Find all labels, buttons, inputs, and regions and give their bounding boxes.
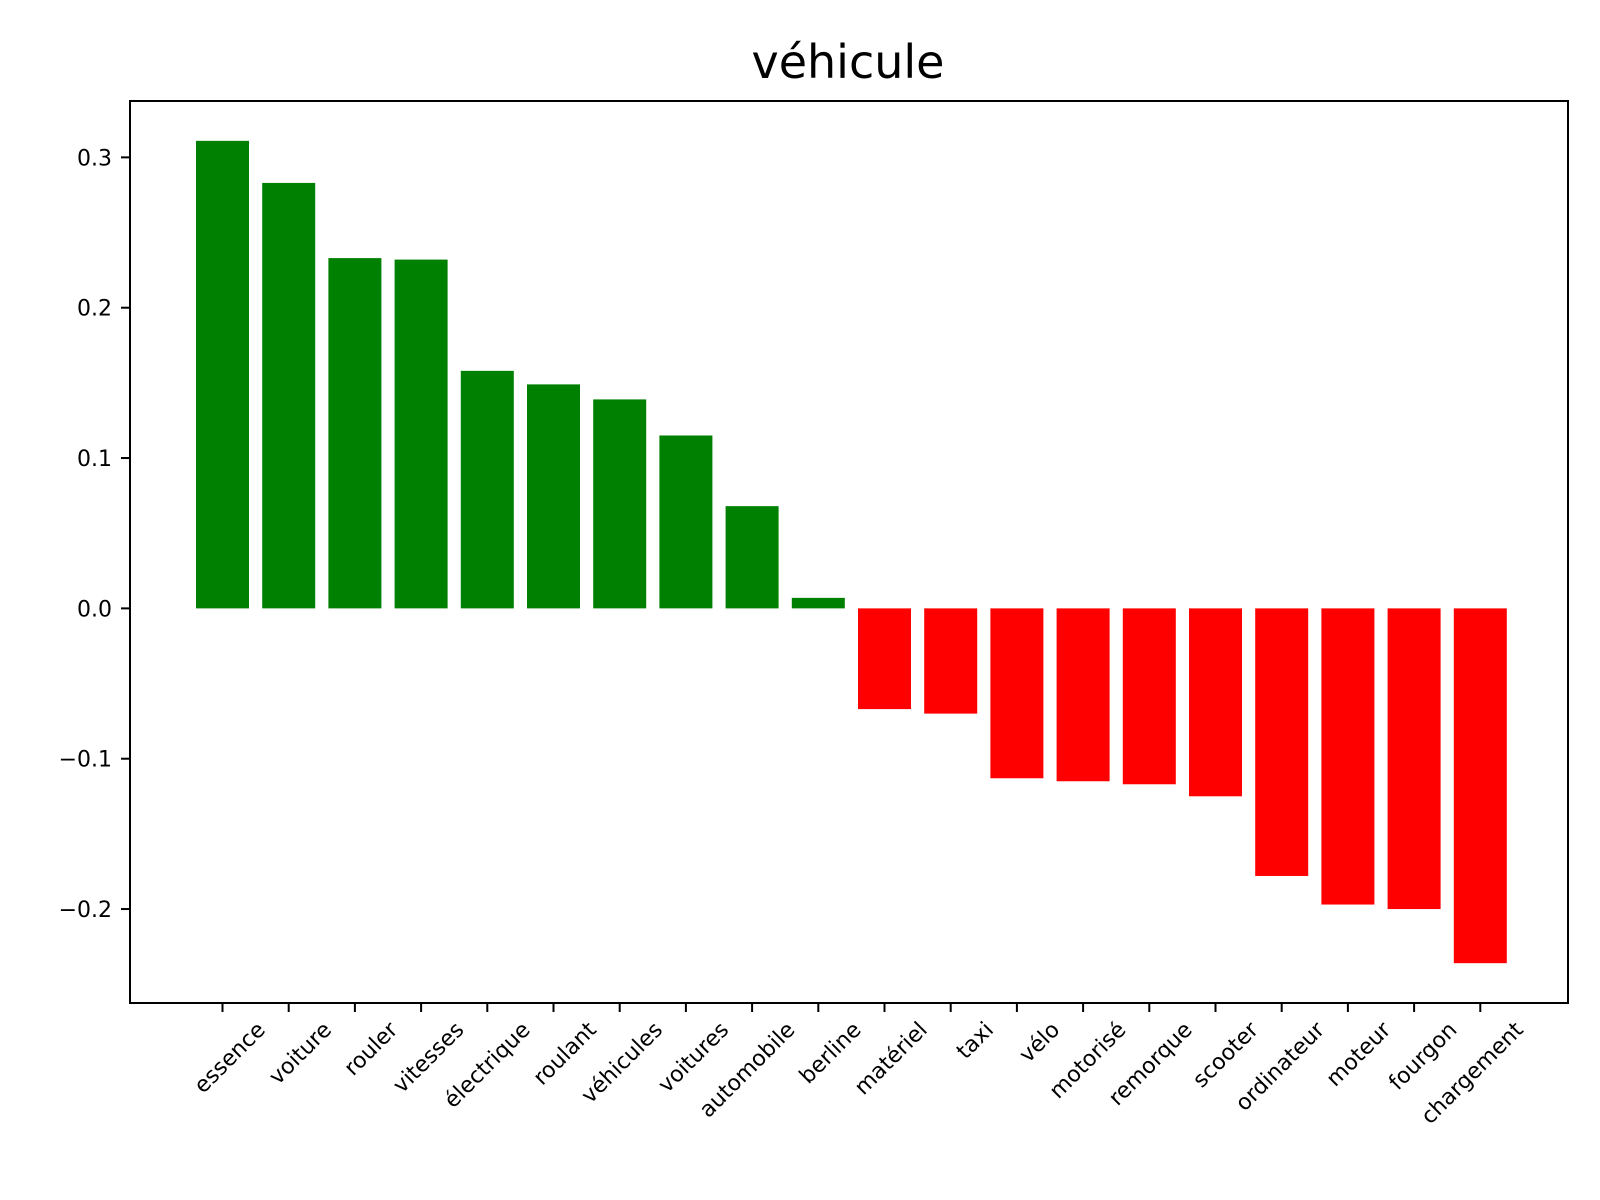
bar-remorque [1122, 608, 1176, 785]
bar-essence [196, 140, 249, 609]
bar-taxi [924, 608, 978, 714]
bar-matériel [858, 608, 911, 710]
bar-ordinateur [1255, 608, 1309, 876]
y-tick-label: −0.1 [59, 748, 112, 773]
bar-voitures [659, 435, 713, 609]
y-tick-label: −0.2 [59, 898, 112, 923]
bar-moteur [1321, 608, 1375, 905]
y-tick-label: 0.0 [77, 597, 112, 622]
bar-chargement [1453, 608, 1507, 964]
bar-scooter [1189, 608, 1242, 797]
bar-vélo [990, 608, 1044, 779]
bar-roulant [527, 384, 580, 609]
chart-title: véhicule [752, 35, 945, 89]
y-tick-label: 0.3 [77, 146, 112, 171]
bar-berline [791, 597, 845, 609]
x-tick-label: moteur [1322, 1017, 1397, 1092]
bars [196, 140, 1507, 964]
plot-frame [129, 100, 1569, 1004]
y-axis-ticks: −0.2 −0.1 0.0 0.1 0.2 0.3 [59, 146, 130, 923]
bar-électrique [460, 370, 514, 609]
x-tick-label: vélo [1015, 1018, 1065, 1068]
x-tick-label: voiture [265, 1018, 337, 1090]
y-tick-label: 0.1 [77, 447, 112, 472]
x-tick-label: taxi [952, 1018, 999, 1065]
bar-vitesses [394, 259, 448, 609]
x-tick-label: rouler [340, 1017, 404, 1081]
bar-motorisé [1056, 608, 1110, 782]
bar-voiture [262, 182, 316, 609]
x-tick-label: matériel [850, 1018, 933, 1101]
bar-fourgon [1387, 608, 1441, 910]
bar-rouler [328, 258, 382, 609]
bar-automobile [725, 506, 779, 609]
bar-véhicules [593, 399, 647, 609]
y-tick-label: 0.2 [77, 297, 112, 322]
x-tick-label: essence [190, 1018, 271, 1099]
